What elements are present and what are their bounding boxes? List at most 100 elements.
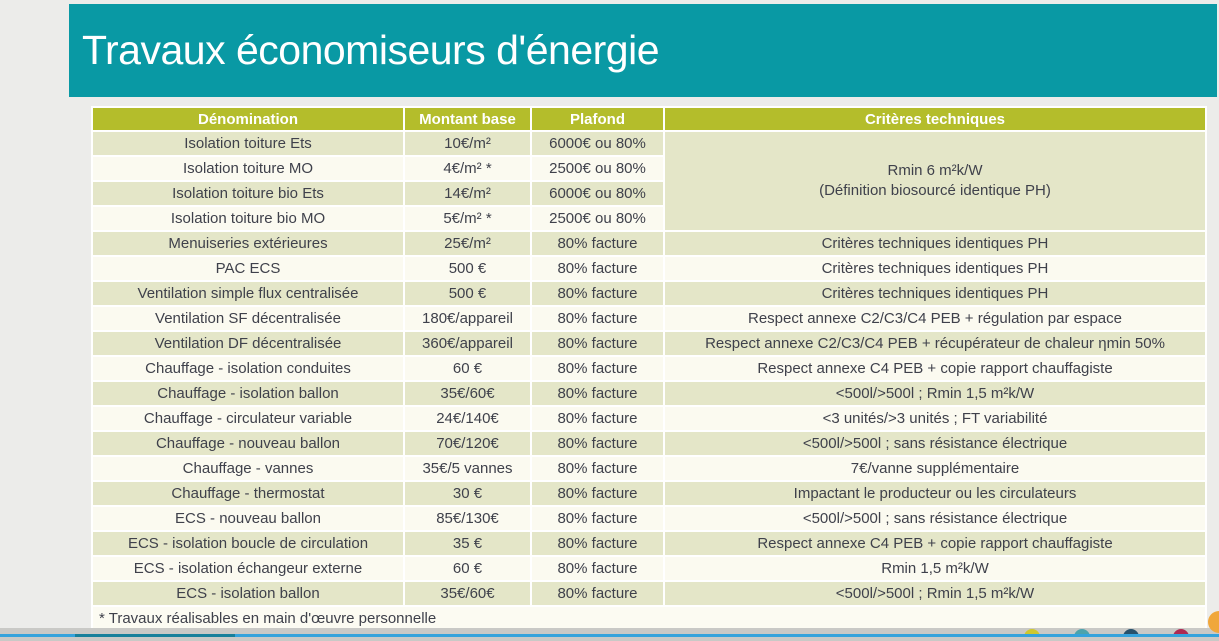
criteres-cell: Respect annexe C4 PEB + copie rapport ch…: [663, 530, 1207, 557]
montant-cell: 35 €: [403, 530, 532, 557]
denomination-cell: Isolation toiture bio MO: [91, 205, 405, 232]
criteres-cell: Critères techniques identiques PH: [663, 255, 1207, 282]
denomination-cell: Isolation toiture Ets: [91, 130, 405, 157]
table-row: Chauffage - vannes 35€/5 vannes 80% fact…: [91, 455, 1207, 482]
montant-cell: 4€/m² *: [403, 155, 532, 182]
denomination-cell: Chauffage - nouveau ballon: [91, 430, 405, 457]
col-header-denomination: Dénomination: [91, 106, 405, 132]
bottom-blue-line: [0, 634, 1219, 637]
criteres-cell: <500l/>500l ; Rmin 1,5 m²k/W: [663, 580, 1207, 607]
table-row: Ventilation simple flux centralisée 500 …: [91, 280, 1207, 307]
plafond-cell: 80% facture: [530, 230, 665, 257]
col-header-criteres: Critères techniques: [663, 106, 1207, 132]
table-row: Ventilation DF décentralisée 360€/appare…: [91, 330, 1207, 357]
montant-cell: 5€/m² *: [403, 205, 532, 232]
denomination-cell: Isolation toiture bio Ets: [91, 180, 405, 207]
denomination-cell: Chauffage - isolation conduites: [91, 355, 405, 382]
denomination-cell: Chauffage - vannes: [91, 455, 405, 482]
table-row: Chauffage - circulateur variable 24€/140…: [91, 405, 1207, 432]
table-row: Ventilation SF décentralisée 180€/appare…: [91, 305, 1207, 332]
montant-cell: 60 €: [403, 355, 532, 382]
bottom-edge-strip: [0, 637, 1219, 641]
plafond-cell: 6000€ ou 80%: [530, 130, 665, 157]
plafond-cell: 80% facture: [530, 555, 665, 582]
denomination-cell: PAC ECS: [91, 255, 405, 282]
plafond-cell: 80% facture: [530, 255, 665, 282]
montant-cell: 70€/120€: [403, 430, 532, 457]
montant-cell: 25€/m²: [403, 230, 532, 257]
table-row: ECS - isolation boucle de circulation 35…: [91, 530, 1207, 557]
dot-orange-icon: [1208, 611, 1219, 633]
table-row: ECS - isolation ballon 35€/60€ 80% factu…: [91, 580, 1207, 607]
criteres-cell: Critères techniques identiques PH: [663, 280, 1207, 307]
table-header: Dénomination Montant base Plafond Critèr…: [91, 106, 1207, 132]
bottom-teal-segment: [75, 634, 235, 637]
criteres-cell: <500l/>500l ; sans résistance électrique: [663, 505, 1207, 532]
energy-works-table: Dénomination Montant base Plafond Critèr…: [91, 106, 1207, 632]
denomination-cell: Ventilation SF décentralisée: [91, 305, 405, 332]
montant-cell: 10€/m²: [403, 130, 532, 157]
criteres-cell: <500l/>500l ; Rmin 1,5 m²k/W: [663, 380, 1207, 407]
criteres-cell: Respect annexe C4 PEB + copie rapport ch…: [663, 355, 1207, 382]
plafond-cell: 80% facture: [530, 380, 665, 407]
merged-criteria-line2: (Définition biosourcé identique PH): [819, 182, 1051, 199]
table-row: ECS - nouveau ballon 85€/130€ 80% factur…: [91, 505, 1207, 532]
denomination-cell: Chauffage - thermostat: [91, 480, 405, 507]
page-title: Travaux économiseurs d'énergie: [82, 27, 660, 73]
denomination-cell: Chauffage - isolation ballon: [91, 380, 405, 407]
montant-cell: 24€/140€: [403, 405, 532, 432]
montant-cell: 500 €: [403, 280, 532, 307]
plafond-cell: 80% facture: [530, 280, 665, 307]
plafond-cell: 80% facture: [530, 405, 665, 432]
table: Dénomination Montant base Plafond Critèr…: [91, 106, 1207, 632]
denomination-cell: ECS - isolation ballon: [91, 580, 405, 607]
criteres-cell: Impactant le producteur ou les circulate…: [663, 480, 1207, 507]
table-row: ECS - isolation échangeur externe 60 € 8…: [91, 555, 1207, 582]
merged-criteria-cell: Rmin 6 m²k/W (Définition biosourcé ident…: [663, 130, 1207, 232]
denomination-cell: Ventilation simple flux centralisée: [91, 280, 405, 307]
col-header-montant: Montant base: [403, 106, 532, 132]
table-row: Isolation toiture MO 4€/m² * 2500€ ou 80…: [91, 155, 1206, 182]
plafond-cell: 2500€ ou 80%: [530, 155, 665, 182]
table-row: Chauffage - isolation conduites 60 € 80%…: [91, 355, 1207, 382]
montant-cell: 85€/130€: [403, 505, 532, 532]
col-header-plafond: Plafond: [530, 106, 665, 132]
montant-cell: 14€/m²: [403, 180, 532, 207]
table-row: Chauffage - nouveau ballon 70€/120€ 80% …: [91, 430, 1207, 457]
table-row: Isolation toiture bio Ets 14€/m² 6000€ o…: [91, 180, 1206, 207]
table-row: Chauffage - isolation ballon 35€/60€ 80%…: [91, 380, 1207, 407]
plafond-cell: 80% facture: [530, 505, 665, 532]
table-row: Isolation toiture bio MO 5€/m² * 2500€ o…: [91, 205, 1206, 232]
montant-cell: 500 €: [403, 255, 532, 282]
table-row: Isolation toiture Ets 10€/m² 6000€ ou 80…: [91, 130, 1207, 232]
plafond-cell: 80% facture: [530, 430, 665, 457]
criteres-cell: Respect annexe C2/C3/C4 PEB + régulation…: [663, 305, 1207, 332]
criteres-cell: Rmin 1,5 m²k/W: [663, 555, 1207, 582]
slide-title-banner: Travaux économiseurs d'énergie: [69, 4, 1217, 97]
plafond-cell: 2500€ ou 80%: [530, 205, 665, 232]
plafond-cell: 80% facture: [530, 330, 665, 357]
denomination-cell: ECS - isolation échangeur externe: [91, 555, 405, 582]
montant-cell: 60 €: [403, 555, 532, 582]
plafond-cell: 80% facture: [530, 530, 665, 557]
footnote-row: * Travaux réalisables en main d'œuvre pe…: [91, 605, 1207, 632]
criteres-cell: Respect annexe C2/C3/C4 PEB + récupérate…: [663, 330, 1207, 357]
table-row: Chauffage - thermostat 30 € 80% facture …: [91, 480, 1207, 507]
criteres-cell: <500l/>500l ; sans résistance électrique: [663, 430, 1207, 457]
denomination-cell: Menuiseries extérieures: [91, 230, 405, 257]
montant-cell: 35€/60€: [403, 380, 532, 407]
plafond-cell: 6000€ ou 80%: [530, 180, 665, 207]
denomination-cell: ECS - nouveau ballon: [91, 505, 405, 532]
criteres-cell: 7€/vanne supplémentaire: [663, 455, 1207, 482]
plafond-cell: 80% facture: [530, 305, 665, 332]
montant-cell: 360€/appareil: [403, 330, 532, 357]
criteres-cell: <3 unités/>3 unités ; FT variabilité: [663, 405, 1207, 432]
plafond-cell: 80% facture: [530, 580, 665, 607]
montant-cell: 35€/5 vannes: [403, 455, 532, 482]
plafond-cell: 80% facture: [530, 455, 665, 482]
denomination-cell: Ventilation DF décentralisée: [91, 330, 405, 357]
footnote: * Travaux réalisables en main d'œuvre pe…: [91, 605, 1207, 632]
table-row: Menuiseries extérieures 25€/m² 80% factu…: [91, 230, 1207, 257]
denomination-cell: ECS - isolation boucle de circulation: [91, 530, 405, 557]
plafond-cell: 80% facture: [530, 480, 665, 507]
